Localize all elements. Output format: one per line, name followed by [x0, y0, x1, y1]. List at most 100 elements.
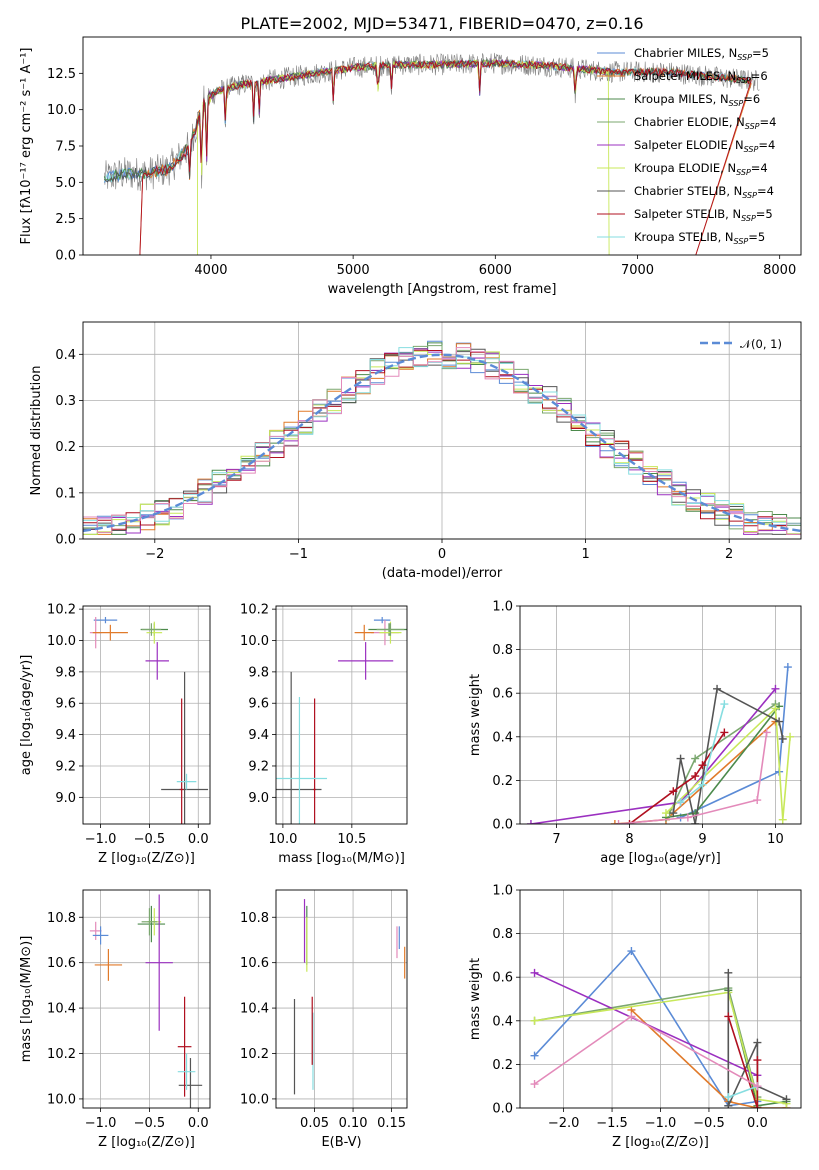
- y-axis-label: age [log₁₀(age/yr)]: [19, 655, 34, 776]
- weight-marker: [669, 809, 678, 818]
- y-tick-label: 10.2: [47, 603, 76, 618]
- weight-marker: [782, 1095, 791, 1104]
- weight-series-salpeter_stelib: [724, 1012, 762, 1108]
- errorbar-point-salpeter_miles: [92, 624, 128, 641]
- x-tick-label: 10.0: [268, 832, 297, 847]
- weight-marker: [724, 968, 733, 977]
- plot-area: [276, 616, 407, 824]
- weight-marker: [625, 820, 634, 824]
- axes-frame: [519, 889, 802, 1109]
- y-axis-label: mass [log₁₀(M/M⊙)]: [19, 936, 34, 1063]
- chart-weight_vs_z: −2.0 −1.5 −1.0 −0.5 0.0 0.0 0.2 0.4 0.6 0.8 1.0 Z […: [468, 884, 802, 1150]
- y-axis-label: Flux [fλ10⁻¹⁷ erg cm⁻² s⁻¹ A⁻¹]: [19, 48, 34, 245]
- errorbar-point-chabrier_stelib: [161, 671, 209, 824]
- x-tick-label: −1: [289, 547, 308, 562]
- axes-frame: [82, 321, 802, 540]
- weight-series-pink: [614, 728, 771, 824]
- legend-subscript: SSP: [736, 76, 751, 85]
- y-tick-label: 9.0: [248, 791, 269, 806]
- weight-marker: [753, 1082, 762, 1091]
- axes-frame: [519, 605, 802, 825]
- weight-series-kroupa_stelib: [676, 700, 729, 807]
- weight-marker: [530, 968, 539, 977]
- x-axis-label: Z [log₁₀(Z/Z⊙)]: [612, 1135, 709, 1150]
- weight-marker: [530, 1051, 539, 1060]
- x-tick-label: 0.15: [377, 1116, 406, 1131]
- legend-entry: Kroupa STELIB, NSSP=5: [634, 230, 765, 246]
- model-spectrum-kroupa_elodie: [197, 59, 610, 255]
- x-tick-label: −1.0: [85, 832, 117, 847]
- weight-marker: [783, 663, 792, 672]
- axes-frame: [275, 889, 408, 1109]
- legend-subscript: SSP: [741, 214, 756, 223]
- weight-marker: [753, 1056, 762, 1065]
- errorbar-point-chabrier_miles: [373, 616, 391, 624]
- errorbar-point-chabrier_stelib: [276, 671, 322, 824]
- errorbar-point-salpeter_stelib: [179, 698, 184, 824]
- y-tick-label: 0.2: [492, 1058, 513, 1073]
- weight-line: [534, 991, 787, 1105]
- chart-age_vs_z: −1.0 −0.5 0.0 9.0 9.2 9.4 9.6 9.8 10.0 10.2 Z [log…: [19, 603, 211, 866]
- weight-marker: [771, 704, 780, 713]
- legend-subscript: SSP: [729, 99, 744, 108]
- y-tick-label: 7.5: [55, 140, 76, 155]
- axes-frame: [82, 889, 211, 1109]
- legend-label: Salpeter STELIB, N: [634, 207, 741, 221]
- y-tick-label: 0.0: [55, 249, 76, 264]
- weight-line: [618, 732, 768, 824]
- weight-marker: [720, 728, 729, 737]
- weight-line: [533, 949, 758, 1107]
- errorbar-point-chabrier_miles: [93, 616, 118, 624]
- legend-label: Kroupa STELIB, N: [634, 230, 734, 244]
- legend-label: Chabrier ELODIE, N: [634, 115, 745, 129]
- x-tick-label: 10.5: [337, 832, 366, 847]
- y-tick-label: 10.0: [47, 103, 76, 118]
- weight-line: [672, 687, 784, 824]
- x-tick-label: 0: [438, 547, 446, 562]
- y-tick-label: 10.2: [240, 1047, 269, 1062]
- errorbar-point-kroupa_elodie: [146, 621, 163, 644]
- chart-weight_vs_age: 7 8 9 10 0.0 0.2 0.4 0.6 0.8 1.0 age [log₁₀(age/yr…: [468, 600, 802, 866]
- plot-area: [103, 52, 760, 255]
- x-tick-label: 0.0: [188, 1116, 209, 1131]
- y-tick-label: 2.5: [55, 212, 76, 227]
- y-tick-label: 9.6: [55, 697, 76, 712]
- errorbar-point-salpeter_elodie: [145, 894, 173, 1031]
- y-tick-label: 0.0: [492, 1102, 513, 1117]
- plot-area: [89, 894, 203, 1108]
- plot-area: [293, 899, 406, 1095]
- x-tick-label: 8000: [763, 263, 796, 278]
- plot-area: [530, 947, 791, 1108]
- y-tick-label: 10.0: [240, 634, 269, 649]
- y-tick-label: 0.0: [55, 533, 76, 548]
- legend-entry: 𝒩(0, 1): [740, 337, 782, 351]
- axes-frame: [82, 605, 211, 825]
- errorbar-point-kroupa_stelib: [176, 773, 197, 790]
- weight-marker: [724, 1012, 733, 1021]
- weight-marker: [627, 947, 636, 956]
- weight-marker: [676, 754, 685, 763]
- x-tick-label: 9: [698, 832, 706, 847]
- x-axis-label: mass [log₁₀(M/M⊙)]: [278, 851, 405, 866]
- legend-entry: Kroupa MILES, NSSP=6: [634, 92, 760, 108]
- y-tick-label: 9.2: [55, 759, 76, 774]
- x-tick-label: 0.05: [300, 1116, 329, 1131]
- errorbar-point-chabrier_elodie: [376, 623, 405, 636]
- legend-label: Chabrier MILES, N: [634, 46, 737, 60]
- legend-count: =4: [758, 138, 775, 152]
- weight-line: [728, 1085, 758, 1098]
- weight-series-pink: [530, 1012, 762, 1091]
- x-tick-label: 0.0: [188, 832, 209, 847]
- x-tick-label: 10: [767, 832, 784, 847]
- weight-marker: [786, 732, 795, 741]
- weight-marker: [530, 1080, 539, 1089]
- y-tick-label: 0.1: [55, 486, 76, 501]
- weight-marker: [691, 772, 700, 781]
- y-tick-label: 1.0: [492, 884, 513, 899]
- legend-count: =4: [757, 184, 774, 198]
- plot-area: [526, 663, 795, 824]
- x-axis-label: (data-model)/error: [382, 566, 503, 581]
- y-tick-label: 9.4: [55, 728, 76, 743]
- gaussian-curve: [83, 353, 801, 533]
